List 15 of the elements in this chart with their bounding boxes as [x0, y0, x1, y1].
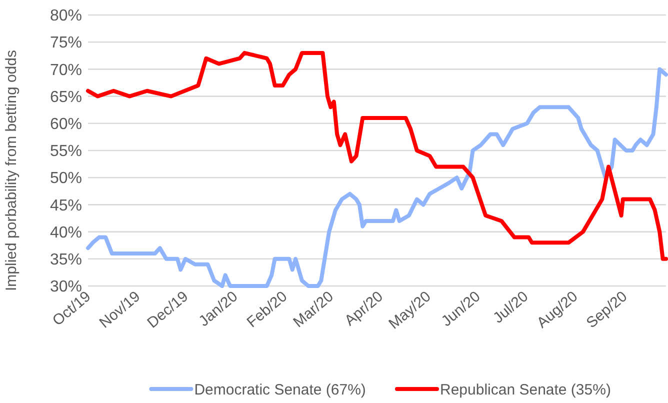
y-tick-label: 35%	[50, 252, 82, 268]
y-tick-label: 55%	[50, 143, 82, 160]
y-tick-label: 80%	[50, 8, 82, 25]
y-tick-label: 40%	[50, 224, 82, 242]
y-tick-label: 60%	[50, 116, 82, 133]
legend-label: Democratic Senate (67%)	[194, 381, 366, 398]
y-tick-label: 70%	[50, 62, 82, 79]
y-tick-label: 75%	[50, 34, 82, 52]
y-tick-label: 50%	[50, 170, 82, 188]
y-axis-title: Implied porbability from betting odds	[3, 50, 20, 291]
line-series	[86, 50, 668, 261]
line-series	[86, 67, 668, 288]
y-tick-label: 65%	[50, 88, 82, 106]
legend-label: Republican Senate (35%)	[440, 381, 611, 398]
y-tick-label: 45%	[50, 197, 82, 214]
